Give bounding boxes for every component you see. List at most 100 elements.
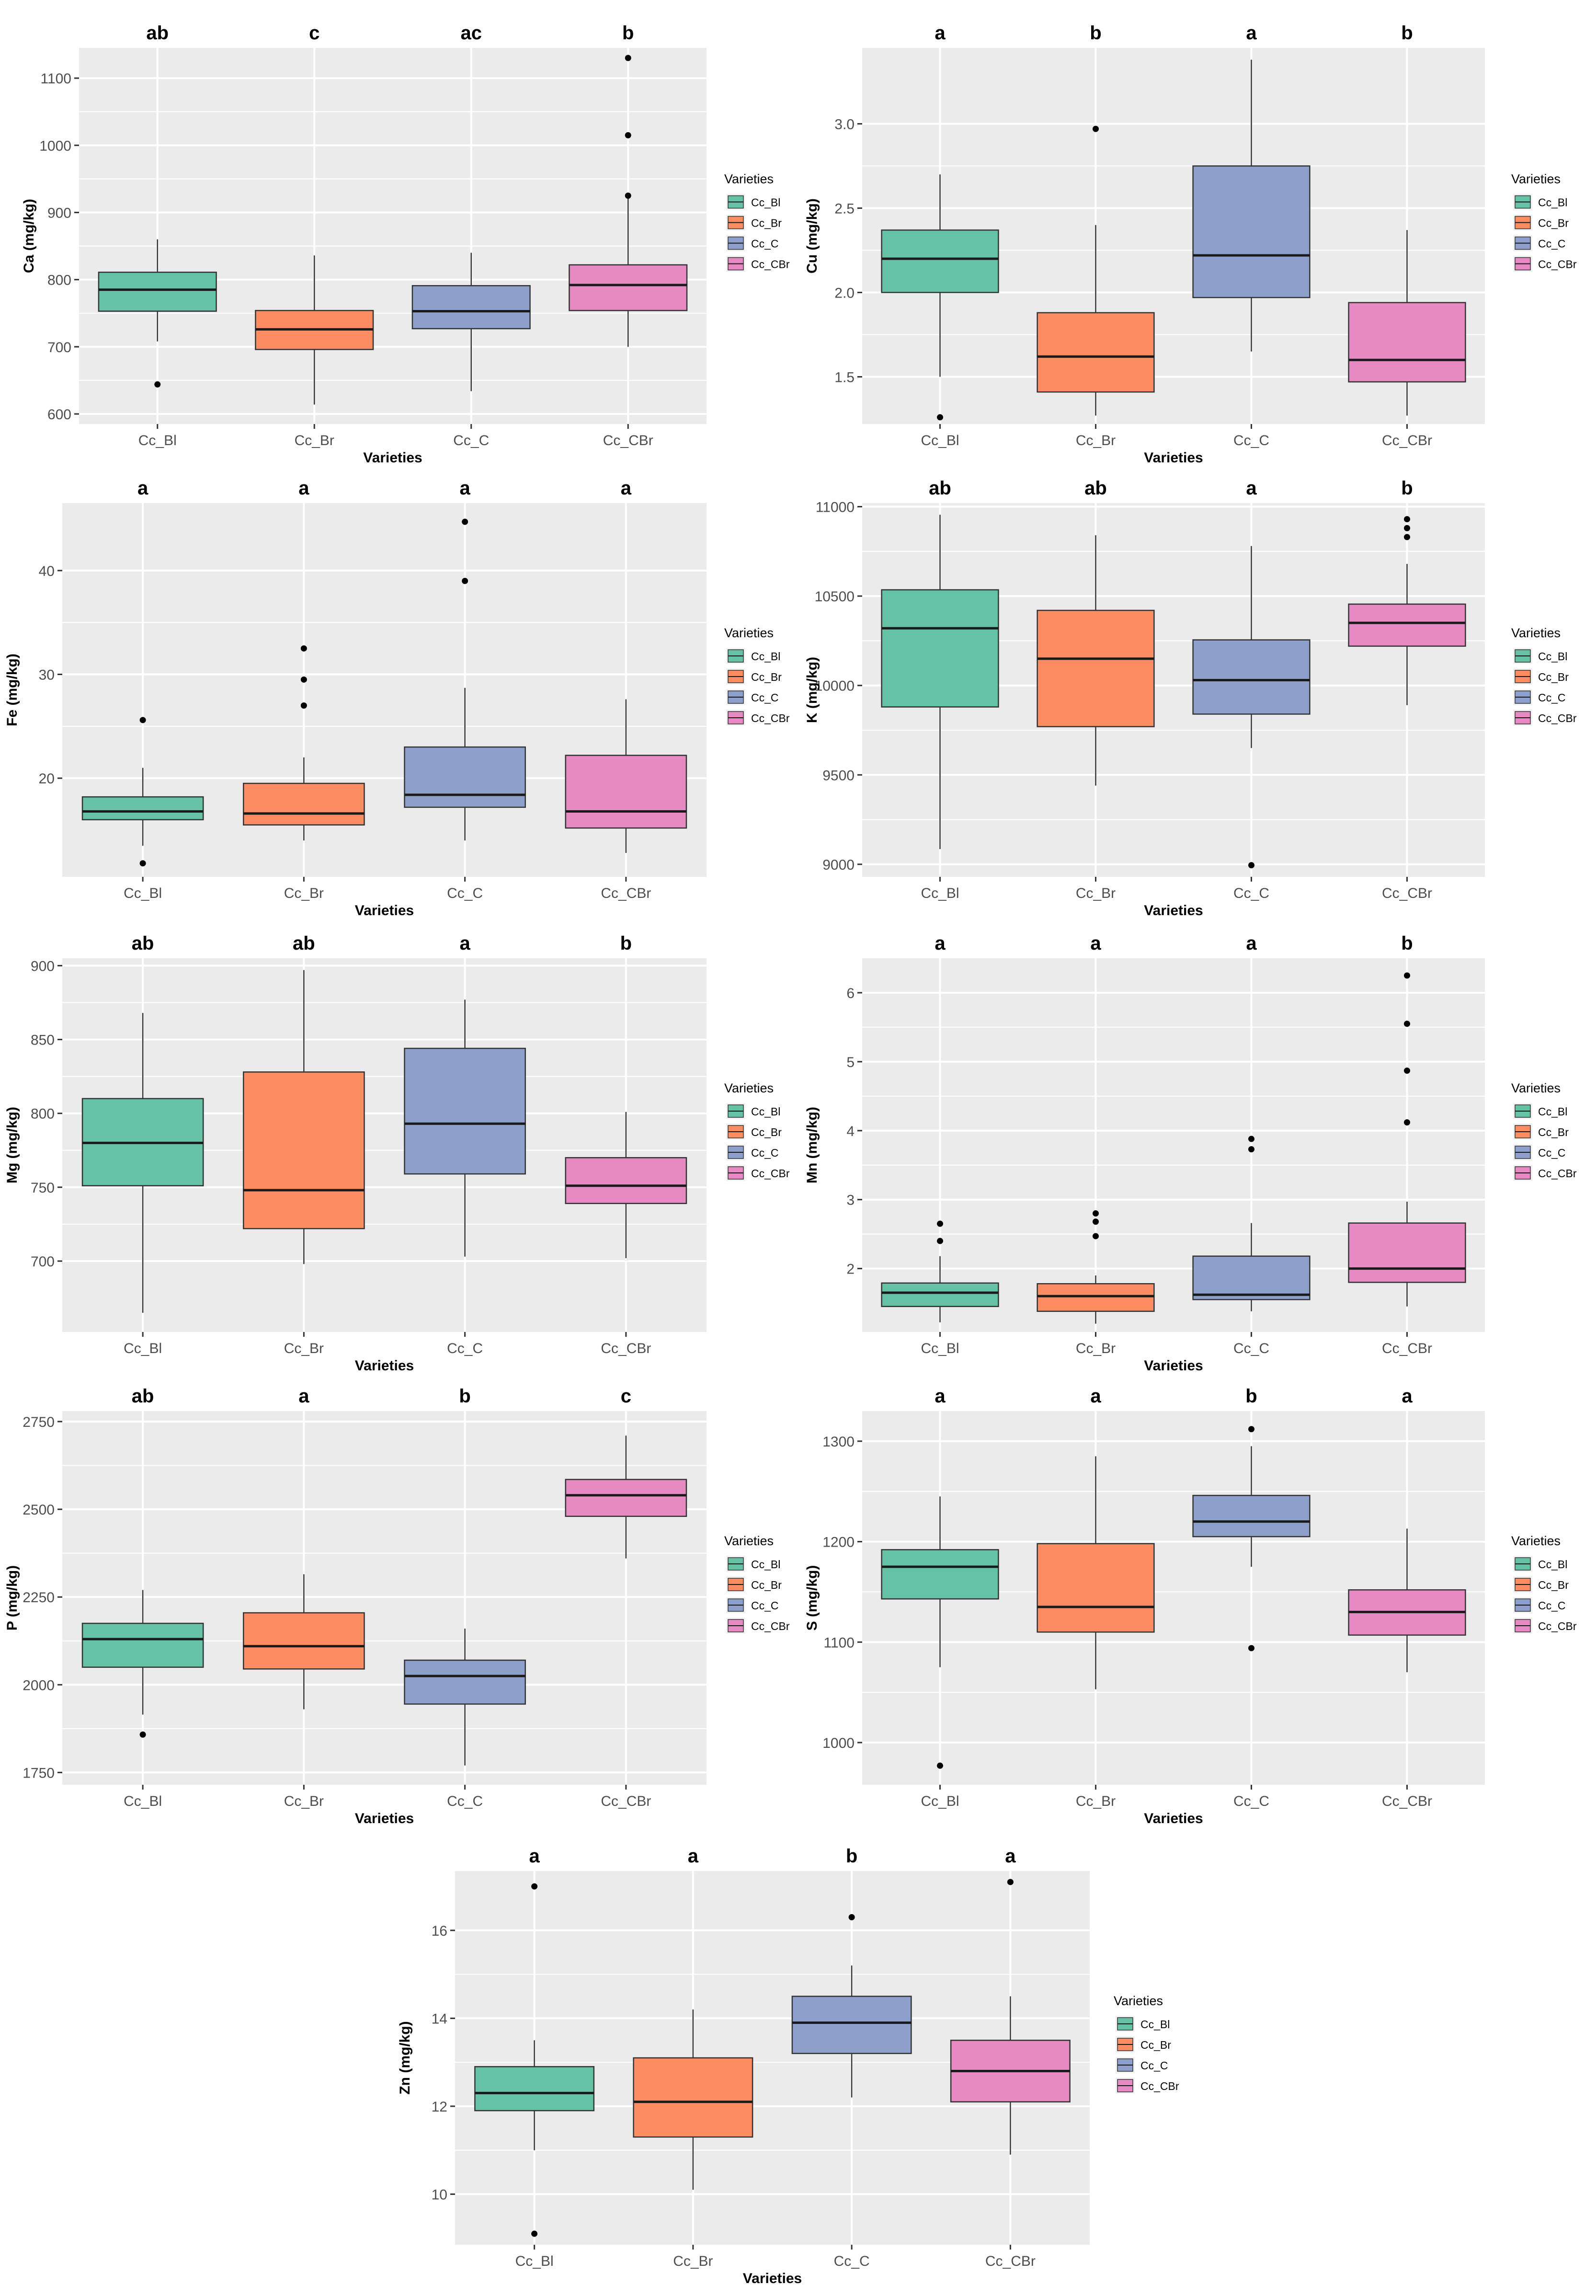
legend-label: Cc_CBr	[751, 1167, 790, 1180]
y-tick-label: 1.5	[834, 369, 855, 385]
y-axis-title: Fe (mg/kg)	[4, 654, 20, 726]
x-tick-label: Cc_Br	[284, 885, 324, 901]
box-cc-br	[1037, 609, 1155, 727]
outlier-point	[1404, 972, 1410, 979]
box-cc-bl	[98, 271, 217, 312]
chart-p: 1750 2000 2250 2500 2750 Cc_Bl Cc_Br Cc_C Cc_CBr…	[4, 1386, 790, 1826]
y-tick-label: 800	[47, 273, 71, 288]
y-tick-label: 1200	[822, 1535, 855, 1550]
box-cc-cbr	[1348, 603, 1466, 647]
significance-letter: a	[1090, 933, 1101, 954]
outlier-point	[1093, 1210, 1099, 1217]
significance-letter: a	[298, 1386, 309, 1407]
outlier-point	[1404, 1021, 1410, 1027]
legend-label: Cc_C	[1538, 691, 1566, 704]
legend-label: Cc_Br	[1538, 217, 1569, 230]
significance-letter: b	[1245, 1386, 1257, 1407]
x-tick-label: Cc_Bl	[921, 433, 959, 448]
y-tick-label: 11000	[816, 499, 855, 515]
box-cc-c	[404, 746, 526, 808]
box-cc-c	[791, 1996, 912, 2055]
significance-letter: b	[1401, 23, 1413, 44]
chart-k: 9000 9500 10000 10500 11000 Cc_Bl Cc_Br Cc_C Cc_…	[804, 478, 1577, 918]
x-tick-label: Cc_CBr	[601, 885, 651, 901]
box-cc-c	[404, 1047, 526, 1175]
y-axis-title: K (mg/kg)	[804, 657, 820, 723]
y-tick-label: 1100	[823, 1635, 855, 1651]
y-tick-label: 20	[39, 771, 55, 787]
box-cc-bl	[81, 796, 204, 821]
outlier-point	[1404, 516, 1410, 523]
y-tick-label: 1000	[39, 138, 71, 154]
y-tick-label: 14	[432, 2011, 447, 2027]
legend-label: Cc_Bl	[1140, 2018, 1170, 2031]
significance-letter: b	[620, 933, 632, 954]
legend-title: Varieties	[1511, 626, 1561, 640]
significance-letter: ab	[146, 23, 169, 44]
significance-letter: c	[309, 23, 319, 44]
y-tick-label: 800	[31, 1106, 55, 1122]
y-tick-label: 30	[39, 667, 55, 683]
legend-label: Cc_Bl	[1538, 650, 1567, 663]
outlier-point	[462, 578, 468, 584]
outlier-point	[1093, 126, 1099, 132]
legend-label: Cc_C	[751, 1599, 779, 1612]
y-tick-label: 6	[846, 986, 855, 1001]
legend-label: Cc_Br	[751, 217, 782, 230]
legend-label: Cc_Br	[751, 1579, 782, 1591]
significance-letter: a	[1090, 1386, 1101, 1407]
y-tick-label: 700	[31, 1254, 55, 1270]
y-axis-title: Mg (mg/kg)	[4, 1107, 20, 1183]
x-tick-label: Cc_CBr	[601, 1341, 651, 1356]
x-axis-title: Varieties	[1144, 1811, 1203, 1826]
x-tick-label: Cc_CBr	[985, 2253, 1036, 2269]
x-tick-label: Cc_Bl	[138, 433, 177, 448]
significance-letter: a	[529, 1846, 540, 1867]
legend-label: Cc_Bl	[751, 196, 780, 209]
box-cc-bl	[881, 1282, 999, 1308]
x-tick-label: Cc_Bl	[921, 885, 959, 901]
y-axis-title: P (mg/kg)	[4, 1565, 20, 1630]
outlier-point	[1093, 1233, 1099, 1240]
significance-letter: a	[1246, 933, 1257, 954]
significance-letter: a	[298, 478, 309, 499]
y-tick-label: 1100	[40, 71, 71, 87]
x-tick-label: Cc_Bl	[921, 1341, 959, 1356]
outlier-point	[531, 1883, 538, 1890]
significance-letter: a	[1402, 1386, 1413, 1407]
outlier-point	[139, 717, 146, 723]
x-tick-label: Cc_Br	[284, 1341, 324, 1356]
legend-title: Varieties	[724, 1534, 774, 1548]
x-tick-label: Cc_Br	[1076, 1793, 1116, 1809]
y-tick-label: 10500	[815, 589, 855, 605]
y-tick-label: 9500	[822, 768, 855, 783]
y-tick-label: 2	[846, 1262, 855, 1277]
box-cc-br	[1037, 1283, 1155, 1312]
legend-label: Cc_C	[751, 1147, 779, 1159]
legend-label: Cc_CBr	[1140, 2080, 1179, 2092]
significance-letter: a	[1246, 23, 1257, 44]
box-cc-br	[1037, 1543, 1155, 1633]
x-tick-label: Cc_C	[447, 1793, 483, 1809]
x-tick-label: Cc_CBr	[1382, 433, 1432, 448]
box-cc-c	[1192, 639, 1311, 715]
significance-letter: a	[460, 933, 471, 954]
y-tick-label: 600	[47, 407, 71, 423]
outlier-point	[154, 381, 161, 388]
significance-letter: a	[137, 478, 148, 499]
y-tick-label: 900	[47, 205, 71, 221]
outlier-point	[1404, 1068, 1410, 1074]
outlier-point	[625, 192, 631, 199]
significance-letter: ab	[929, 478, 951, 499]
outlier-point	[300, 676, 307, 683]
box-cc-cbr	[565, 1157, 687, 1205]
outlier-point	[1248, 1645, 1254, 1652]
y-axis-title: Mn (mg/kg)	[804, 1107, 820, 1183]
significance-letter: b	[1401, 933, 1413, 954]
significance-letter: a	[935, 23, 946, 44]
legend-label: Cc_CBr	[751, 258, 790, 271]
y-tick-label: 1750	[23, 1765, 55, 1781]
x-tick-label: Cc_Bl	[921, 1793, 959, 1809]
significance-letter: ab	[293, 933, 315, 954]
